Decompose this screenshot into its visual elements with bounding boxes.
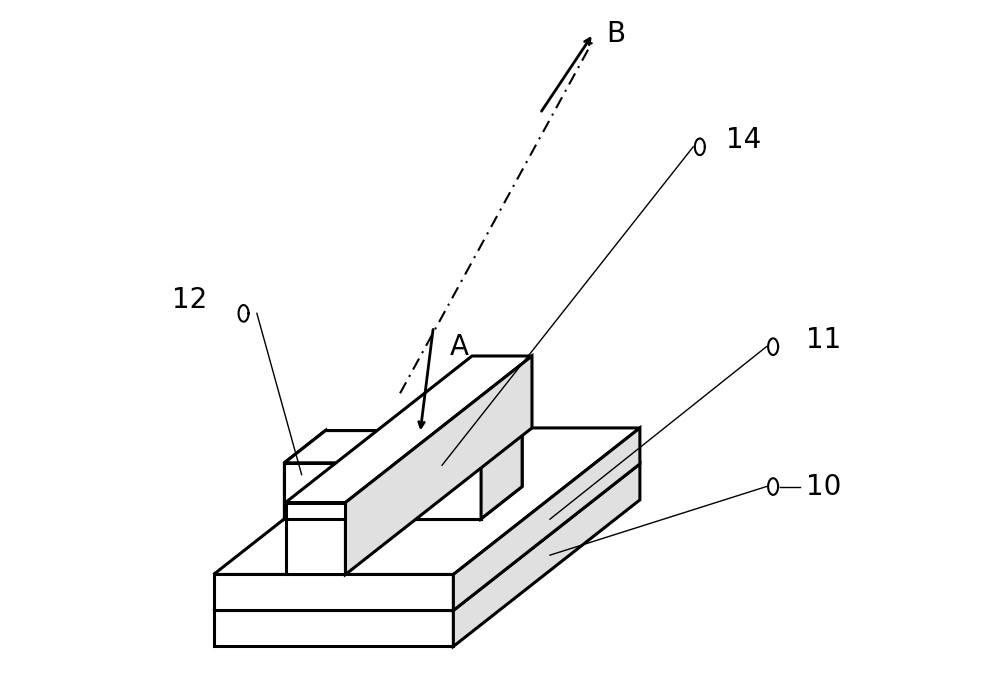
Polygon shape	[284, 430, 522, 463]
Polygon shape	[214, 464, 640, 611]
Polygon shape	[214, 575, 453, 611]
Polygon shape	[286, 503, 345, 519]
Text: 10: 10	[806, 473, 842, 500]
Polygon shape	[453, 428, 640, 611]
Polygon shape	[284, 430, 397, 463]
Polygon shape	[284, 463, 481, 519]
Text: 14: 14	[726, 126, 762, 154]
Text: 11: 11	[806, 326, 842, 354]
Polygon shape	[214, 428, 640, 575]
Text: 12: 12	[172, 286, 207, 314]
Text: A: A	[450, 333, 469, 361]
Polygon shape	[214, 611, 453, 647]
Polygon shape	[453, 464, 640, 647]
Polygon shape	[284, 463, 356, 519]
Text: B: B	[607, 20, 626, 48]
Polygon shape	[284, 430, 325, 519]
Polygon shape	[481, 430, 522, 519]
Polygon shape	[416, 463, 481, 519]
Polygon shape	[416, 430, 522, 463]
Polygon shape	[345, 356, 532, 575]
Polygon shape	[286, 503, 345, 575]
Polygon shape	[286, 356, 532, 503]
Polygon shape	[481, 430, 522, 519]
